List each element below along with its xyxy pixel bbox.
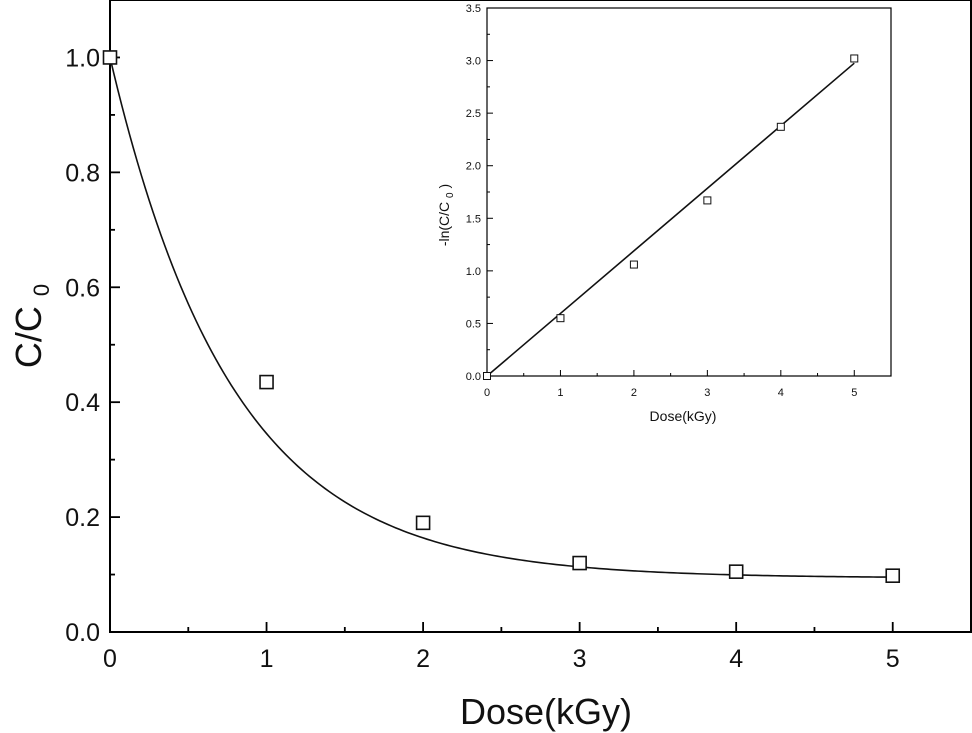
inset-y-tick-label: 0.5 bbox=[466, 318, 481, 330]
inset-y-axis-label-suffix: ) bbox=[436, 184, 452, 189]
main-y-axis-label-subscript: 0 bbox=[29, 284, 54, 296]
inset-y-tick-label: 2.5 bbox=[466, 108, 481, 120]
inset-data-point bbox=[483, 372, 491, 380]
inset-x-tick-label: 3 bbox=[704, 387, 710, 399]
inset-y-tick-label: 3.5 bbox=[466, 3, 481, 15]
main-y-tick-label: 0.0 bbox=[65, 619, 100, 647]
main-data-point bbox=[885, 568, 901, 583]
main-chart: 0 1 2 3 4 5 0.0 0.2 0.4 0.6 0.8 1.0 Dose(kGy) C/C 0 bbox=[8, 0, 972, 732]
main-data-points bbox=[102, 50, 901, 583]
main-x-tick-label: 2 bbox=[416, 645, 430, 673]
main-x-axis-label: Dose(kGy) bbox=[460, 691, 632, 732]
inset-ticks bbox=[486, 7, 855, 377]
main-y-tick-label: 0.4 bbox=[65, 389, 100, 417]
inset-y-tick-label: 0.0 bbox=[466, 371, 481, 383]
main-data-point bbox=[572, 555, 587, 571]
main-y-tick-label: 0.2 bbox=[65, 504, 100, 532]
inset-data-point bbox=[776, 122, 785, 131]
inset-data-point bbox=[850, 54, 859, 63]
inset-y-tick-label: 1.5 bbox=[466, 213, 481, 225]
main-y-axis-label: C/C 0 bbox=[8, 284, 54, 368]
main-tick-labels: 0 1 2 3 4 5 0.0 0.2 0.4 0.6 0.8 1.0 bbox=[65, 44, 899, 673]
main-x-tick-label: 1 bbox=[260, 645, 274, 673]
inset-data-point bbox=[703, 196, 712, 205]
inset-x-tick-label: 1 bbox=[557, 387, 563, 399]
inset-y-axis-label: -ln(C/C 0 ) bbox=[436, 184, 456, 246]
main-axes bbox=[109, 0, 972, 633]
main-fit-curve bbox=[109, 57, 893, 578]
main-x-tick-label: 3 bbox=[573, 645, 587, 673]
inset-data-point bbox=[629, 260, 638, 269]
inset-x-tick-label: 4 bbox=[778, 387, 784, 399]
main-data-point bbox=[728, 564, 744, 579]
main-y-tick-label: 0.6 bbox=[65, 274, 100, 302]
inset-x-tick-label: 0 bbox=[484, 387, 490, 399]
main-y-tick-label: 1.0 bbox=[65, 44, 100, 72]
main-x-tick-label: 0 bbox=[103, 645, 117, 673]
inset-x-tick-label: 2 bbox=[631, 387, 637, 399]
inset-x-axis-label: Dose(kGy) bbox=[650, 408, 717, 424]
inset-fit-line bbox=[486, 62, 855, 377]
inset-y-tick-label: 1.0 bbox=[466, 266, 481, 278]
main-y-axis-label-main: C/C bbox=[8, 306, 49, 368]
main-plot-frame bbox=[109, 0, 972, 633]
main-x-tick-label: 4 bbox=[729, 645, 743, 673]
inset-y-tick-label: 2.0 bbox=[466, 161, 481, 173]
inset-y-tick-label: 3.0 bbox=[466, 56, 481, 68]
inset-data-points bbox=[483, 54, 859, 380]
inset-axes bbox=[486, 7, 892, 377]
main-y-tick-label: 0.8 bbox=[65, 159, 100, 187]
inset-tick-labels: 0 1 2 3 4 5 0.0 0.5 1.0 1.5 2.0 2.5 3.0 3.5 bbox=[466, 3, 858, 399]
main-ticks bbox=[109, 56, 894, 633]
main-x-tick-label: 5 bbox=[886, 645, 900, 673]
inset-chart: 0 1 2 3 4 5 0.0 0.5 1.0 1.5 2.0 2.5 3.0 3.5 Dose(kGy)… bbox=[436, 3, 892, 424]
main-data-point bbox=[415, 515, 431, 531]
main-data-point bbox=[102, 50, 118, 65]
inset-data-point bbox=[556, 314, 565, 323]
inset-x-tick-label: 5 bbox=[851, 387, 857, 399]
main-data-point bbox=[259, 374, 274, 390]
inset-y-axis-label-main: -ln(C/C bbox=[436, 202, 452, 246]
inset-plot-frame bbox=[486, 7, 892, 377]
inset-y-axis-label-subscript: 0 bbox=[445, 192, 456, 198]
